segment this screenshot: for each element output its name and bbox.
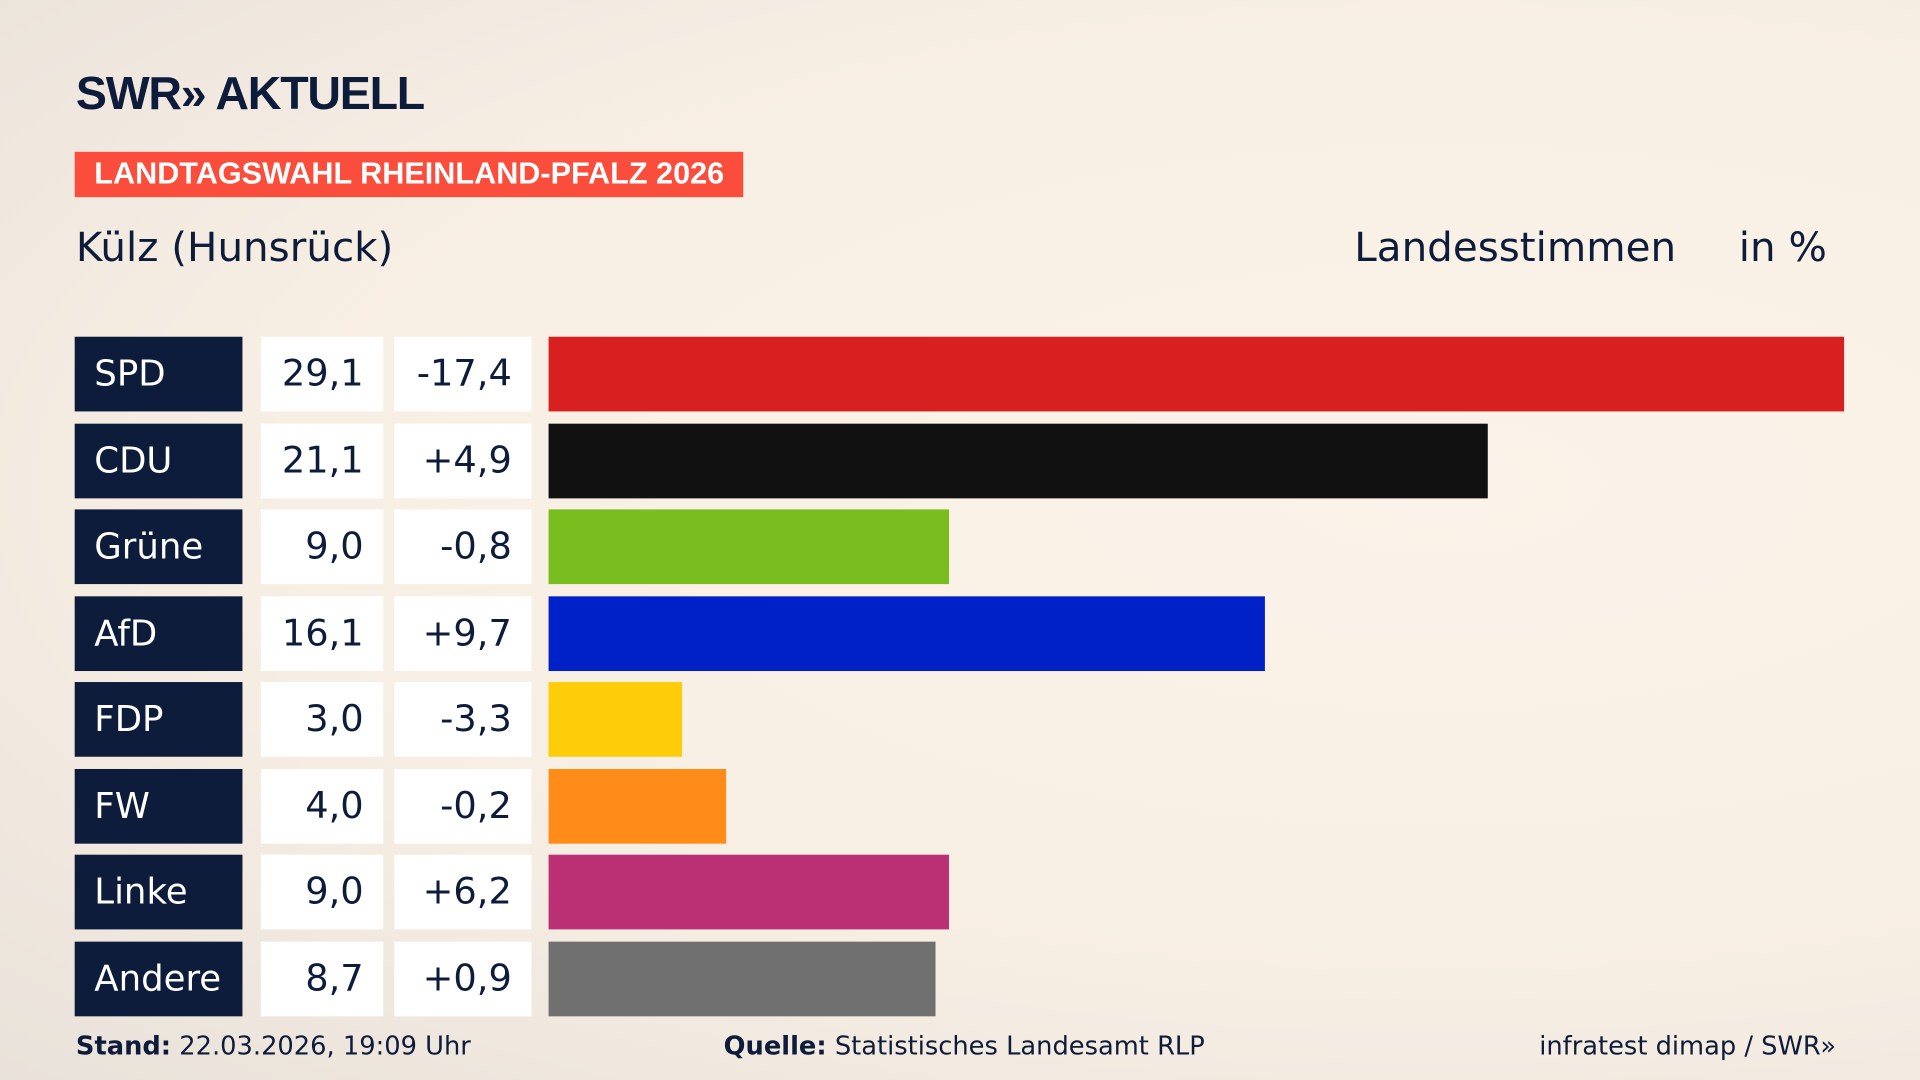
source-label: Quelle: — [723, 1031, 827, 1061]
value-label: 29,1 — [260, 336, 384, 412]
value-label: 4,0 — [260, 768, 384, 844]
bar — [548, 595, 1266, 671]
vote-type: Landesstimmen — [1354, 222, 1677, 271]
value-label: 21,1 — [260, 423, 384, 498]
value-label: 9,0 — [260, 509, 384, 585]
election-banner: LANDTAGSWAHL RHEINLAND-PFALZ 2026 — [74, 151, 744, 198]
diff-label: +9,7 — [394, 595, 532, 671]
party-label: SPD — [74, 336, 243, 412]
timestamp: Stand: 22.03.2026, 19:09 Uhr — [76, 1031, 471, 1060]
diff-label: +4,9 — [394, 423, 532, 498]
value-label: 8,7 — [260, 941, 384, 1016]
stand-value: 22.03.2026, 19:09 Uhr — [179, 1031, 471, 1061]
bar — [548, 682, 683, 757]
diff-label: +6,2 — [394, 854, 532, 930]
diff-label: -17,4 — [394, 336, 532, 412]
place-title: Külz (Hunsrück) — [75, 222, 394, 271]
value-label: 3,0 — [260, 682, 384, 757]
diff-label: +0,9 — [394, 941, 532, 1016]
bar — [548, 509, 950, 585]
source-value: Statistisches Landesamt RLP — [834, 1031, 1205, 1061]
party-label: Linke — [74, 854, 243, 930]
source: Quelle: Statistisches Landesamt RLP — [724, 1031, 1205, 1060]
diff-label: -0,8 — [394, 509, 532, 585]
party-label: Andere — [74, 941, 243, 1016]
party-label: AfD — [74, 595, 243, 671]
party-label: CDU — [74, 423, 243, 498]
bar — [548, 423, 1488, 498]
value-label: 9,0 — [260, 854, 384, 930]
diff-label: -3,3 — [394, 682, 532, 757]
bar — [548, 768, 727, 844]
bar — [548, 941, 936, 1016]
bar — [548, 336, 1845, 412]
credit: infratest dimap / SWR» — [1539, 1031, 1837, 1061]
party-label: FDP — [74, 682, 243, 757]
bar — [548, 854, 950, 930]
value-label: 16,1 — [260, 595, 384, 671]
party-label: Grüne — [74, 509, 243, 585]
unit-label: in % — [1738, 222, 1827, 271]
swr-aktuell-logo: SWR» AKTUELL — [75, 68, 425, 121]
stand-label: Stand: — [75, 1031, 172, 1061]
diff-label: -0,2 — [394, 768, 532, 844]
party-label: FW — [74, 768, 243, 844]
